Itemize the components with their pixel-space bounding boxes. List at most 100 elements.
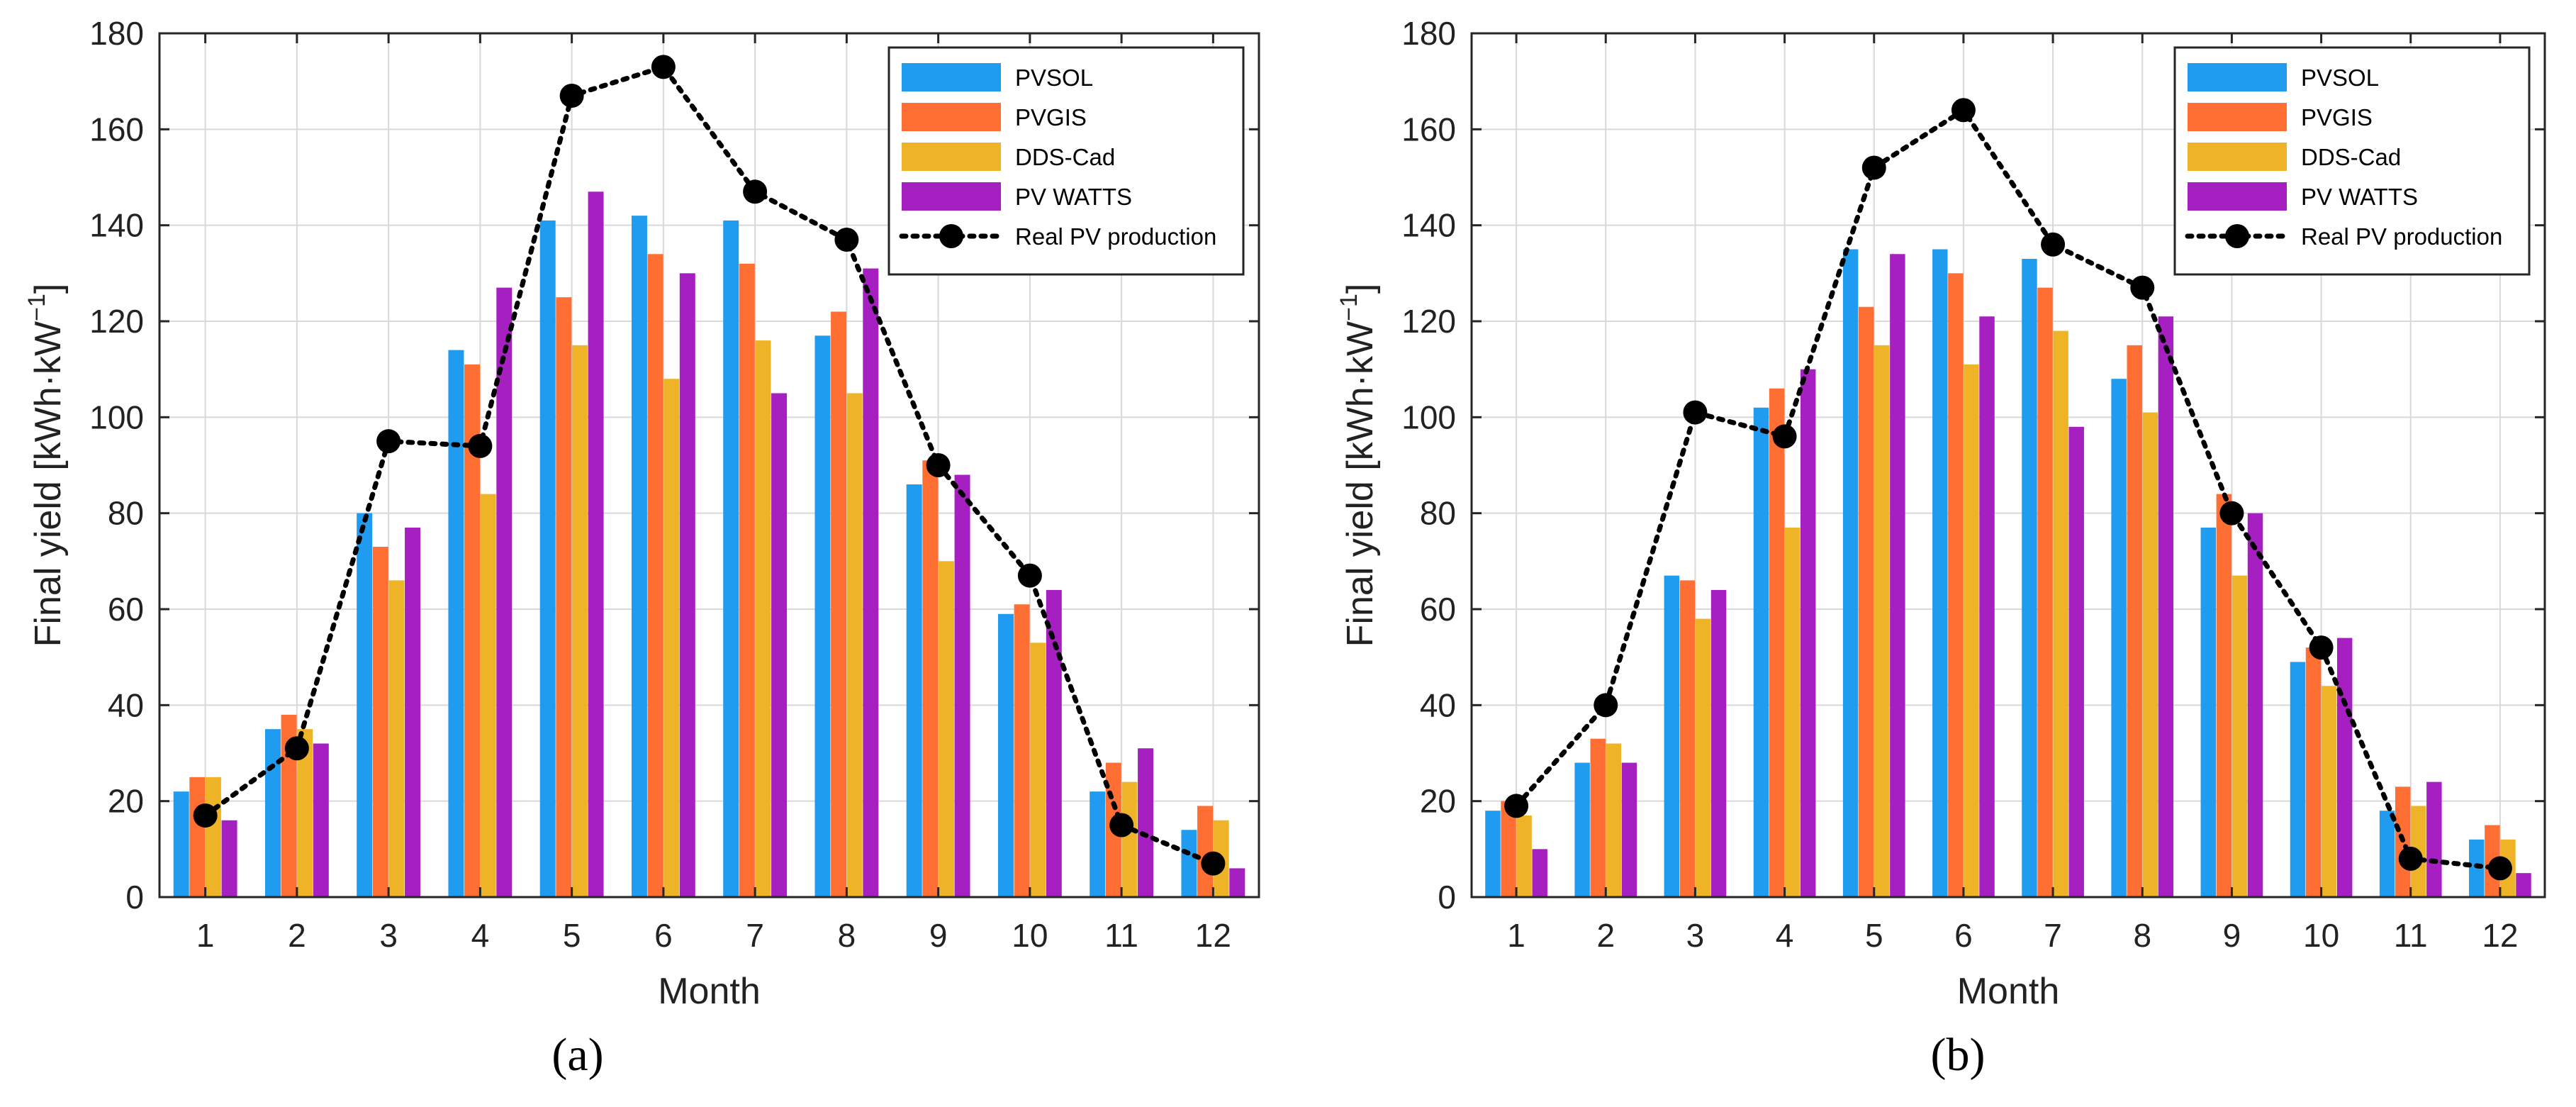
real-pv-point-month-2	[1594, 693, 1618, 718]
bar-pvgis-month-2	[1590, 738, 1606, 897]
legend-label-real-pv-production: Real PV production	[1015, 223, 1216, 250]
bar-pvsol-month-4	[1753, 407, 1769, 897]
x-tick-label: 8	[2133, 917, 2151, 954]
bar-pvgis-month-4	[1769, 388, 1785, 897]
bar-pvsol-month-12	[1181, 830, 1197, 897]
y-tick-label: 60	[1420, 591, 1456, 628]
bar-pvsol-month-11	[2379, 811, 2395, 897]
real-pv-production-line	[1513, 106, 2503, 871]
bar-pv-watts-month-10	[2336, 638, 2353, 897]
x-tick-label: 3	[1686, 917, 1705, 954]
x-tick-label: 7	[746, 917, 764, 954]
bar-pv-watts-month-9	[2247, 513, 2263, 897]
y-axis-label: Final yield [kWh·kW−1]	[1335, 284, 1381, 647]
bar-pvsol-month-8	[2111, 379, 2127, 897]
real-pv-production-line	[203, 64, 1216, 867]
bar-pv-watts-month-2	[313, 743, 329, 897]
real-pv-point-month-10	[1017, 563, 1042, 588]
bar-pv-watts-month-12	[2516, 873, 2531, 897]
chart-panel-b: 0 20 40 60 80 100 120 140 160 180 1 2 3 4 5 6 7 8 9 10 11 12 M…	[1288, 0, 2576, 1107]
bar-pv-watts-month-6	[679, 273, 695, 897]
y-tick-label: 160	[89, 111, 144, 148]
real-pv-point-month-12	[1201, 851, 1226, 876]
bar-pvgis-month-3	[372, 547, 388, 897]
legend-label-pvsol: PVSOL	[2301, 65, 2379, 91]
bar-pvsol-month-10	[997, 613, 1014, 897]
bar-pvgis-month-12	[1197, 806, 1214, 897]
bar-pvsol-month-1	[173, 791, 189, 897]
y-tick-label: 20	[1420, 783, 1456, 820]
y-tick-label: 0	[1438, 879, 1456, 916]
bar-pvsol-month-6	[1932, 249, 1948, 897]
real-pv-point-month-9	[926, 453, 951, 477]
bar-pvsol-month-5	[539, 220, 556, 897]
y-tick-label: 140	[1401, 207, 1456, 244]
bar-pv-watts-month-7	[2068, 426, 2084, 897]
y-tick-label: 120	[1401, 303, 1456, 340]
legend-swatch-pvsol	[902, 63, 1001, 91]
bar-pv-watts-month-8	[863, 268, 879, 898]
real-pv-point-month-5	[559, 83, 584, 108]
bar-dds-cad-month-3	[388, 580, 405, 897]
y-tick-label: 40	[108, 686, 144, 723]
bar-pv-watts-month-5	[1890, 254, 1905, 897]
legend-swatch-dds-cad	[902, 143, 1001, 171]
x-tick-label: 1	[196, 917, 215, 954]
legend-swatch-pvgis	[902, 103, 1001, 131]
bar-dds-cad-month-8	[846, 393, 863, 897]
bar-pvsol-month-2	[264, 729, 281, 897]
x-tick-label: 12	[1195, 917, 1231, 954]
bar-dds-cad-month-9	[938, 561, 954, 897]
bar-pvsol-month-10	[2290, 662, 2306, 897]
bar-pvgis-month-6	[1948, 273, 1964, 897]
real-pv-point-month-4	[468, 433, 493, 458]
x-tick-label: 2	[288, 917, 306, 954]
legend-swatch-pvsol	[2188, 63, 2287, 91]
y-tick-label: 100	[89, 399, 144, 435]
bar-pv-watts-month-11	[2426, 781, 2442, 897]
real-pv-point-month-11	[2398, 846, 2423, 871]
bar-pvgis-month-1	[189, 777, 206, 897]
real-pv-point-month-11	[1109, 813, 1134, 838]
bar-dds-cad-month-7	[755, 340, 771, 898]
bar-dds-cad-month-1	[205, 777, 221, 897]
x-tick-label: 6	[1954, 917, 1973, 954]
bar-pvsol-month-7	[723, 220, 739, 897]
x-tick-label: 11	[1104, 917, 1138, 954]
bar-pvgis-month-9	[2216, 494, 2232, 897]
bar-pvgis-month-6	[647, 254, 663, 897]
bar-pvsol-month-7	[2022, 259, 2037, 897]
x-tick-label: 8	[838, 917, 856, 954]
bar-dds-cad-month-6	[663, 379, 680, 897]
bar-pvgis-month-9	[922, 460, 939, 897]
bar-pv-watts-month-8	[2158, 316, 2174, 897]
bar-dds-cad-month-7	[2053, 330, 2068, 897]
bar-pvsol-month-3	[357, 513, 373, 897]
real-pv-point-month-8	[834, 227, 859, 252]
y-tick-label: 20	[108, 783, 144, 820]
bar-pvsol-month-9	[2200, 527, 2217, 897]
bar-pv-watts-month-3	[405, 527, 421, 897]
real-pv-point-month-9	[2219, 501, 2244, 525]
x-tick-label: 4	[1776, 917, 1794, 954]
bar-pvsol-month-12	[2469, 839, 2485, 897]
legend-label-pvgis: PVGIS	[2301, 104, 2373, 130]
real-pv-point-month-12	[2487, 856, 2512, 881]
real-pv-point-month-7	[2041, 232, 2066, 257]
bar-pvsol-month-1	[1485, 811, 1501, 897]
bar-pvsol-month-2	[1574, 762, 1590, 897]
bar-dds-cad-month-11	[1121, 781, 1138, 897]
bar-dds-cad-month-4	[1784, 527, 1801, 897]
x-tick-label: 9	[929, 917, 948, 954]
y-tick-label: 140	[89, 207, 144, 244]
bar-pvgis-month-5	[556, 297, 572, 898]
bar-pvgis-month-7	[2037, 287, 2053, 898]
x-tick-label: 4	[471, 917, 490, 954]
legend: PVSOL PVGIS DDS-Cad PV WATTS Real PV product…	[887, 46, 1245, 276]
real-pv-point-month-6	[651, 55, 676, 79]
real-pv-point-month-3	[1683, 400, 1708, 425]
bar-pvgis-month-2	[281, 714, 297, 897]
y-tick-label: 80	[108, 495, 144, 532]
bar-pvsol-month-6	[631, 216, 647, 898]
y-tick-label: 0	[125, 879, 144, 916]
